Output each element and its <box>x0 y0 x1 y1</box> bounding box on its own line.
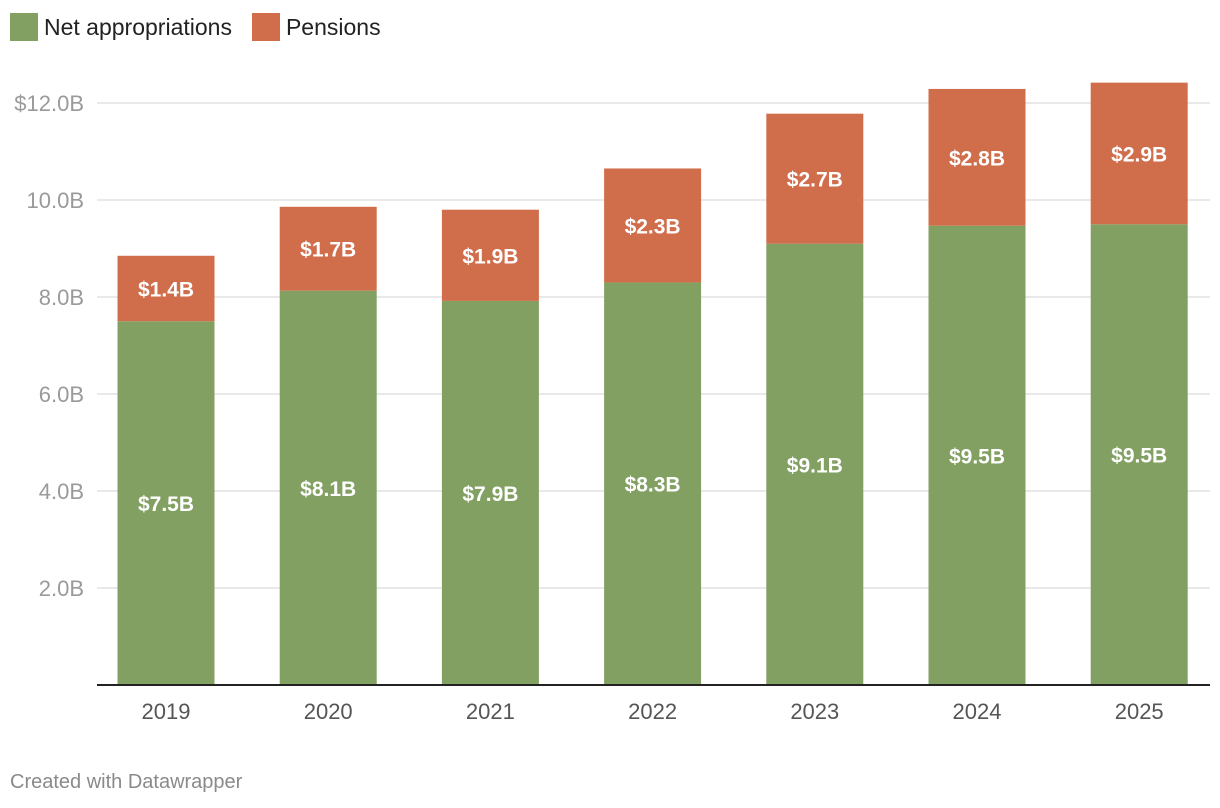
bar-pensions-2022 <box>604 168 702 283</box>
bar-pensions-2019 <box>117 255 215 322</box>
bar-pensions-2025 <box>1090 82 1188 225</box>
x-tick-label: 2025 <box>1115 699 1164 724</box>
bar-pensions-2023 <box>766 113 864 244</box>
data-label: $9.5B <box>1111 445 1167 468</box>
y-tick-label: 10.0B <box>27 188 85 213</box>
bar-net-appropriations-2019 <box>117 321 215 685</box>
data-label: $9.5B <box>949 445 1005 468</box>
data-label: $9.1B <box>787 454 843 477</box>
bar-net-appropriations-2021 <box>441 300 539 685</box>
chart-legend: Net appropriations Pensions <box>10 13 401 41</box>
stacked-bar-chart: 2.0B 4.0B 6.0B 8.0B 10.0B $12.0B $7.5B $1.4B 201… <box>14 82 1210 724</box>
data-label: $7.9B <box>462 483 518 506</box>
y-tick-label: 6.0B <box>39 382 84 407</box>
x-tick-label: 2021 <box>466 699 515 724</box>
x-tick-label: 2023 <box>790 699 839 724</box>
bar-pensions-2021 <box>441 209 539 301</box>
data-label: $1.9B <box>462 245 518 268</box>
y-tick-label: 2.0B <box>39 576 84 601</box>
data-label: $8.3B <box>625 474 681 497</box>
x-tick-label: 2024 <box>953 699 1002 724</box>
bar-net-appropriations-2020 <box>279 290 377 685</box>
footer-credit: Created with Datawrapper <box>10 771 243 793</box>
bar-net-appropriations-2022 <box>604 282 702 685</box>
data-label: $8.1B <box>300 478 356 501</box>
y-tick-label: $12.0B <box>14 91 84 116</box>
x-tick-label: 2020 <box>304 699 353 724</box>
data-label: $1.7B <box>300 239 356 262</box>
bar-pensions-2024 <box>928 88 1026 226</box>
bar-net-appropriations-2023 <box>766 243 864 685</box>
data-label: $2.9B <box>1111 143 1167 166</box>
data-label: $2.8B <box>949 147 1005 170</box>
legend-label-net-appropriations: Net appropriations <box>44 13 232 40</box>
y-tick-label: 4.0B <box>39 479 84 504</box>
x-tick-label: 2022 <box>628 699 677 724</box>
bar-net-appropriations-2025 <box>1090 224 1188 685</box>
data-label: $2.3B <box>625 215 681 238</box>
data-label: $2.7B <box>787 169 843 192</box>
bar-pensions-2020 <box>279 206 377 291</box>
legend-item-pensions: Pensions <box>251 13 381 41</box>
data-label: $1.4B <box>138 279 194 302</box>
legend-label-pensions: Pensions <box>285 13 381 40</box>
legend-swatch-net-appropriations <box>10 13 38 41</box>
legend-item-net-appropriations: Net appropriations <box>10 13 232 41</box>
x-tick-label: 2019 <box>142 699 191 724</box>
legend-swatch-pensions <box>251 13 280 41</box>
data-label: $7.5B <box>138 493 194 516</box>
y-tick-label: 8.0B <box>39 285 84 310</box>
bar-net-appropriations-2024 <box>928 225 1026 685</box>
